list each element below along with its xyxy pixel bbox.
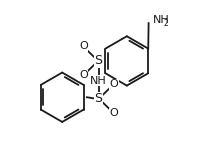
Text: NH: NH <box>153 15 170 25</box>
Text: O: O <box>79 70 88 81</box>
Text: NH: NH <box>90 75 107 86</box>
Text: 2: 2 <box>163 19 168 28</box>
Text: S: S <box>95 92 102 105</box>
Text: O: O <box>109 108 118 118</box>
Text: S: S <box>95 54 102 67</box>
Text: O: O <box>79 41 88 51</box>
Text: O: O <box>109 79 118 89</box>
